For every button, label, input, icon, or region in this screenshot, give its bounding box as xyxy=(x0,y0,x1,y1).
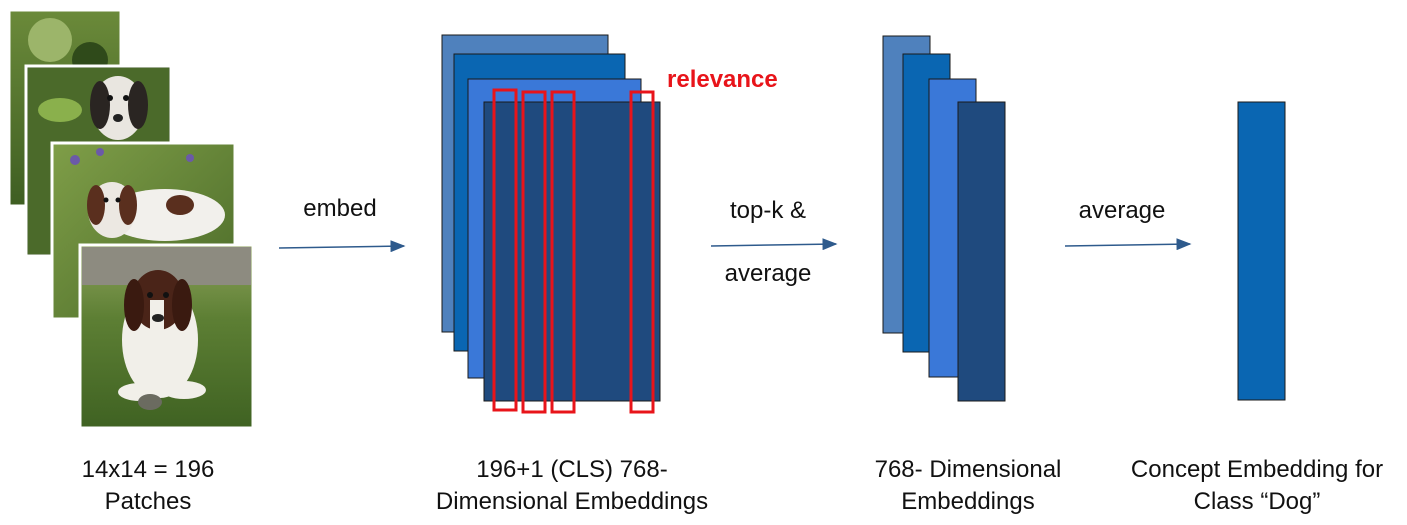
patches-caption-line2: Patches xyxy=(104,488,192,515)
embed-arrow xyxy=(278,240,406,253)
relevance-box-1 xyxy=(492,88,518,412)
selected-caption-line1: 768- Dimensional xyxy=(874,456,1062,483)
patches-caption-line1: 14x14 = 196 xyxy=(81,456,215,483)
concept-caption-line2: Class “Dog” xyxy=(1193,488,1321,515)
average-arrow xyxy=(1064,238,1192,251)
topk-label: top-k & xyxy=(729,197,807,224)
embedding-layer-4 xyxy=(483,101,661,402)
concept-caption-line1: Concept Embedding for xyxy=(1130,456,1384,483)
relevance-label: relevance xyxy=(667,66,778,93)
embeddings-caption-line2: Dimensional Embeddings xyxy=(435,488,709,515)
selected-caption-line2: Embeddings xyxy=(901,488,1035,515)
embeddings-caption-line1: 196+1 (CLS) 768- xyxy=(476,456,668,483)
relevance-box-3 xyxy=(550,90,576,414)
selected-layer-4 xyxy=(957,101,1006,402)
dog-photo-stack xyxy=(7,8,255,430)
dog-photo-4 xyxy=(78,243,255,430)
selected-embedding-stack xyxy=(882,35,1006,402)
embedding-stack xyxy=(441,34,661,414)
topk-average-arrow xyxy=(710,238,838,251)
concept-embedding-bar xyxy=(1237,101,1286,401)
average-label: average xyxy=(1078,197,1166,224)
relevance-box-4 xyxy=(629,90,655,414)
topk-average-label: average xyxy=(724,260,812,287)
relevance-box-2 xyxy=(521,90,547,414)
embed-label: embed xyxy=(303,195,377,222)
